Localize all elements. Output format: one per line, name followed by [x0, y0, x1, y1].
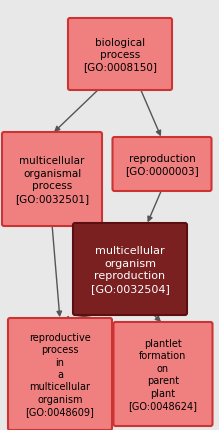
FancyBboxPatch shape: [113, 138, 212, 191]
FancyBboxPatch shape: [68, 19, 172, 91]
Text: reproductive
process
in
a
multicellular
organism
[GO:0048609]: reproductive process in a multicellular …: [26, 332, 94, 416]
FancyBboxPatch shape: [8, 318, 112, 430]
Text: multicellular
organismal
process
[GO:0032501]: multicellular organismal process [GO:003…: [15, 156, 89, 203]
Text: multicellular
organism
reproduction
[GO:0032504]: multicellular organism reproduction [GO:…: [91, 246, 170, 293]
Text: plantlet
formation
on
parent
plant
[GO:0048624]: plantlet formation on parent plant [GO:0…: [129, 338, 198, 410]
FancyBboxPatch shape: [2, 133, 102, 227]
FancyBboxPatch shape: [73, 224, 187, 315]
FancyBboxPatch shape: [113, 322, 212, 426]
Text: reproduction
[GO:0000003]: reproduction [GO:0000003]: [125, 154, 199, 176]
Text: biological
process
[GO:0008150]: biological process [GO:0008150]: [83, 37, 157, 72]
